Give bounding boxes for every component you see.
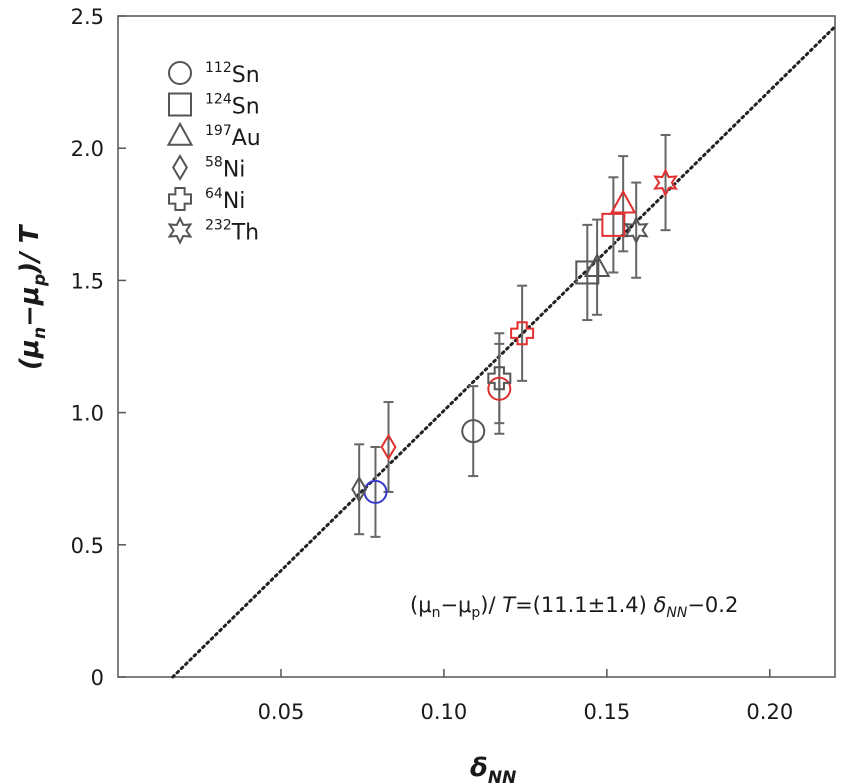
legend-label: 64Ni	[205, 186, 245, 214]
x-tick-label: 0.05	[258, 700, 305, 724]
data-point-triangle	[583, 253, 611, 277]
data-point-cross	[510, 321, 535, 346]
x-tick-label: 0.20	[746, 700, 793, 724]
y-tick-label: 1.5	[71, 269, 104, 293]
legend-marker-circle	[168, 61, 192, 85]
equation-annotation: (μn−μp)/ T=(11.1±1.4) δNN−0.2	[410, 593, 738, 621]
y-tick-label: 0	[91, 666, 104, 690]
legend-label: 197Au	[205, 123, 261, 151]
legend-label: 124Sn	[205, 92, 260, 120]
data-point-circle	[487, 376, 512, 401]
y-axis-ticks: 0 0.5 1.0 1.5 2.0 2.5	[71, 5, 126, 690]
y-tick-label: 1.0	[71, 402, 104, 426]
error-bars	[354, 133, 671, 538]
y-tick-label: 2.5	[71, 5, 104, 29]
y-tick-label: 0.5	[71, 534, 104, 558]
legend-marker-cross	[168, 187, 192, 211]
data-point-square	[575, 260, 600, 285]
y-tick-label: 2.0	[71, 137, 104, 161]
x-axis-label: δNN	[470, 753, 516, 784]
data-point-diamond	[380, 433, 397, 461]
legend-marker-square	[168, 92, 192, 117]
legend-marker-triangle	[166, 121, 194, 146]
fit-line	[171, 25, 837, 679]
data-point-square	[601, 212, 626, 237]
legend-marker-diamond	[172, 153, 188, 182]
data-point-star	[623, 215, 649, 245]
x-tick-label: 0.10	[421, 700, 468, 724]
x-axis-ticks: 0.05 0.10 0.15 0.20	[258, 669, 793, 724]
data-point-star	[653, 168, 678, 197]
x-tick-label: 0.15	[583, 700, 630, 724]
legend-label: 232Th	[205, 218, 259, 246]
data-point-circle	[461, 419, 486, 444]
data-point-diamond	[351, 475, 368, 503]
data-point-cross	[487, 366, 512, 391]
legend: 112Sn 124Sn 197Au 58Ni 64Ni 232Th	[166, 60, 261, 246]
data-point-triangle	[609, 189, 637, 214]
y-axis-label: (μn−μp)/ T	[15, 223, 50, 370]
legend-label: 58Ni	[205, 155, 245, 183]
plot-frame	[117, 15, 836, 678]
legend-marker-star	[167, 216, 193, 245]
data-points	[351, 168, 678, 504]
legend-label: 112Sn	[205, 60, 260, 88]
